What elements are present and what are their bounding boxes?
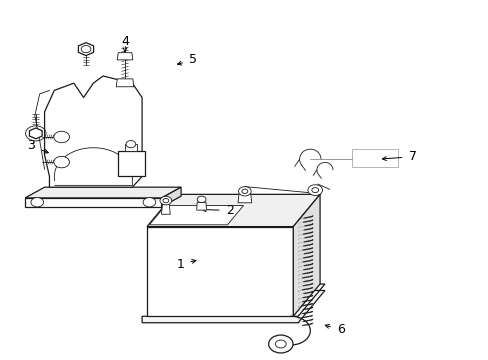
Text: 5: 5 [177, 53, 197, 66]
Polygon shape [116, 79, 134, 87]
Polygon shape [149, 206, 243, 225]
Polygon shape [25, 198, 161, 207]
Circle shape [54, 156, 69, 168]
Circle shape [143, 198, 156, 207]
Text: 6: 6 [325, 323, 344, 336]
Polygon shape [78, 42, 93, 55]
Polygon shape [142, 284, 325, 323]
Polygon shape [118, 151, 144, 176]
FancyBboxPatch shape [351, 149, 397, 167]
Circle shape [307, 185, 322, 195]
Circle shape [275, 340, 285, 348]
Text: 4: 4 [121, 35, 129, 52]
Polygon shape [161, 187, 181, 207]
Polygon shape [147, 226, 293, 316]
Text: 3: 3 [27, 139, 48, 153]
Polygon shape [117, 53, 133, 60]
Polygon shape [25, 187, 181, 198]
Polygon shape [147, 194, 320, 226]
Circle shape [242, 189, 247, 193]
Polygon shape [125, 144, 137, 151]
Text: 1: 1 [176, 258, 196, 271]
Circle shape [311, 188, 318, 193]
Polygon shape [293, 194, 320, 316]
Circle shape [238, 186, 251, 196]
Text: 7: 7 [382, 150, 416, 163]
Circle shape [163, 198, 168, 203]
Polygon shape [161, 204, 170, 214]
Polygon shape [44, 76, 142, 187]
Text: 2: 2 [202, 204, 233, 217]
Circle shape [81, 45, 91, 53]
Circle shape [197, 196, 205, 203]
Polygon shape [238, 194, 251, 203]
Circle shape [31, 198, 43, 207]
Polygon shape [29, 128, 42, 139]
Circle shape [54, 131, 69, 143]
Polygon shape [196, 202, 206, 210]
Circle shape [268, 335, 292, 353]
Circle shape [160, 196, 171, 205]
Circle shape [126, 140, 136, 148]
